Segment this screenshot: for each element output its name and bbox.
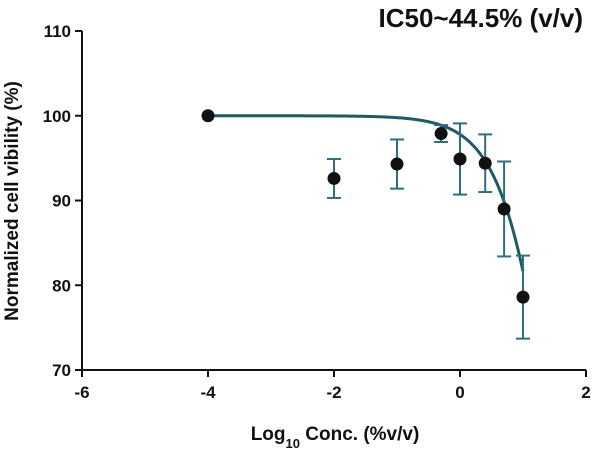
- x-tick-label: -4: [200, 383, 216, 402]
- data-points: [201, 109, 530, 304]
- data-point: [390, 157, 404, 171]
- y-tick-label: 90: [52, 192, 71, 211]
- y-tick-label: 70: [52, 361, 71, 380]
- x-tick-label: 0: [455, 383, 464, 402]
- x-axis: -6 -4 -2 0 2: [74, 369, 591, 402]
- y-axis-title: Normalized cell vibility (%): [2, 81, 23, 321]
- y-tick-label: 80: [52, 276, 71, 295]
- x-tick-label: 2: [581, 383, 590, 402]
- x-axis-title: Log10 Conc. (%v/v): [251, 424, 420, 450]
- chart-title: IC50~44.5% (v/v): [378, 3, 583, 33]
- y-tick-label: 110: [44, 22, 71, 41]
- data-point: [453, 152, 467, 166]
- y-tick-label: 100: [43, 107, 71, 126]
- x-tick-label: -6: [74, 383, 89, 402]
- y-ticks: 70 80 90 100 110: [43, 22, 82, 380]
- x-tick-label: -2: [326, 383, 341, 402]
- data-point: [201, 109, 215, 123]
- data-point: [478, 156, 492, 170]
- data-point: [327, 171, 341, 185]
- error-bars: [327, 122, 530, 340]
- x-ticks: -6 -4 -2 0 2: [74, 370, 591, 402]
- fit-curve: [208, 114, 525, 272]
- data-point: [497, 202, 511, 216]
- data-point: [516, 290, 530, 304]
- data-point: [434, 127, 448, 141]
- y-axis: 70 80 90 100 110: [43, 22, 83, 380]
